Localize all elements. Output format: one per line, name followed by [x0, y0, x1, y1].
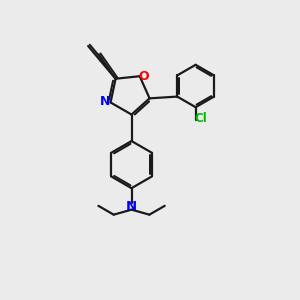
Text: Cl: Cl	[194, 112, 207, 125]
Text: O: O	[138, 70, 149, 83]
Text: N: N	[126, 200, 137, 213]
Text: N: N	[100, 95, 111, 108]
